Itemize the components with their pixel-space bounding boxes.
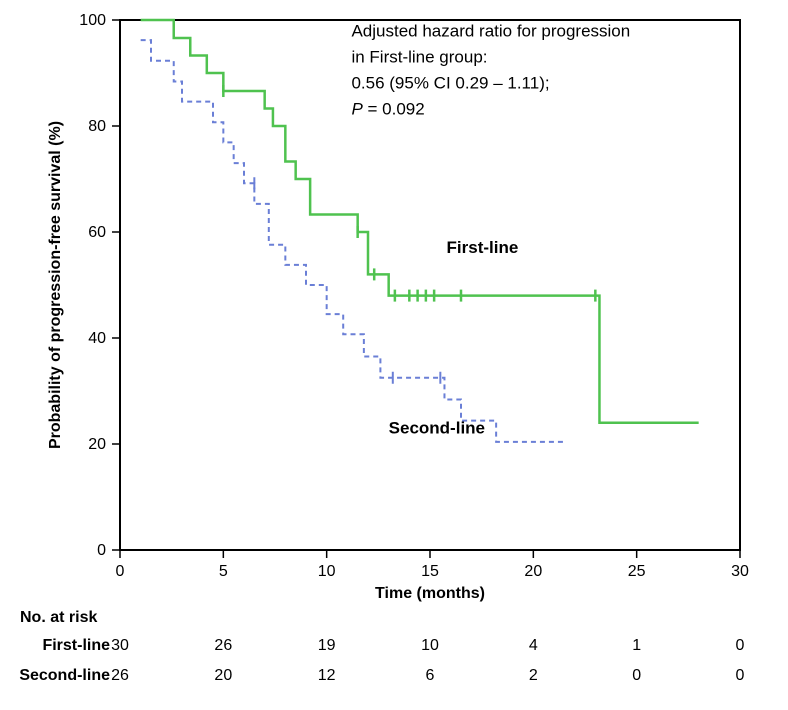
risk-cell: 30: [111, 637, 129, 654]
x-axis-label: Time (months): [375, 585, 485, 602]
annotation-line: Adjusted hazard ratio for progression: [351, 22, 630, 41]
x-tick-label: 25: [628, 563, 646, 580]
risk-row-label: Second-line: [19, 667, 110, 684]
risk-cell: 0: [632, 667, 641, 684]
y-axis-label: Probability of progression-free survival…: [47, 121, 64, 449]
risk-cell: 10: [421, 637, 439, 654]
annotation-line: 0.56 (95% CI 0.29 – 1.11);: [351, 74, 549, 93]
x-tick-label: 0: [116, 563, 125, 580]
y-tick-label: 20: [88, 436, 106, 453]
x-tick-label: 5: [219, 563, 228, 580]
risk-table-header: No. at risk: [20, 609, 97, 626]
risk-cell: 19: [318, 637, 336, 654]
annotation-line: in First-line group:: [351, 48, 487, 67]
series-label-second-line: Second-line: [389, 418, 485, 437]
x-tick-label: 10: [318, 563, 336, 580]
x-tick-label: 30: [731, 563, 749, 580]
risk-cell: 26: [214, 637, 232, 654]
risk-cell: 6: [426, 667, 435, 684]
series-label-first-line: First-line: [447, 238, 519, 257]
risk-cell: 4: [529, 637, 538, 654]
risk-cell: 0: [736, 637, 745, 654]
km-svg: 020406080100051015202530Time (months)Pro…: [0, 0, 788, 710]
annotation-line: P = 0.092: [351, 100, 424, 119]
risk-cell: 0: [736, 667, 745, 684]
x-tick-label: 15: [421, 563, 439, 580]
y-tick-label: 100: [79, 12, 106, 29]
risk-cell: 1: [632, 637, 641, 654]
km-chart-container: 020406080100051015202530Time (months)Pro…: [0, 0, 788, 710]
y-tick-label: 60: [88, 224, 106, 241]
risk-row-label: First-line: [42, 637, 110, 654]
y-tick-label: 80: [88, 118, 106, 135]
y-tick-label: 0: [97, 542, 106, 559]
plot-frame: [120, 20, 740, 550]
risk-cell: 26: [111, 667, 129, 684]
x-tick-label: 20: [524, 563, 542, 580]
y-tick-label: 40: [88, 330, 106, 347]
risk-cell: 2: [529, 667, 538, 684]
risk-cell: 20: [214, 667, 232, 684]
risk-cell: 12: [318, 667, 336, 684]
